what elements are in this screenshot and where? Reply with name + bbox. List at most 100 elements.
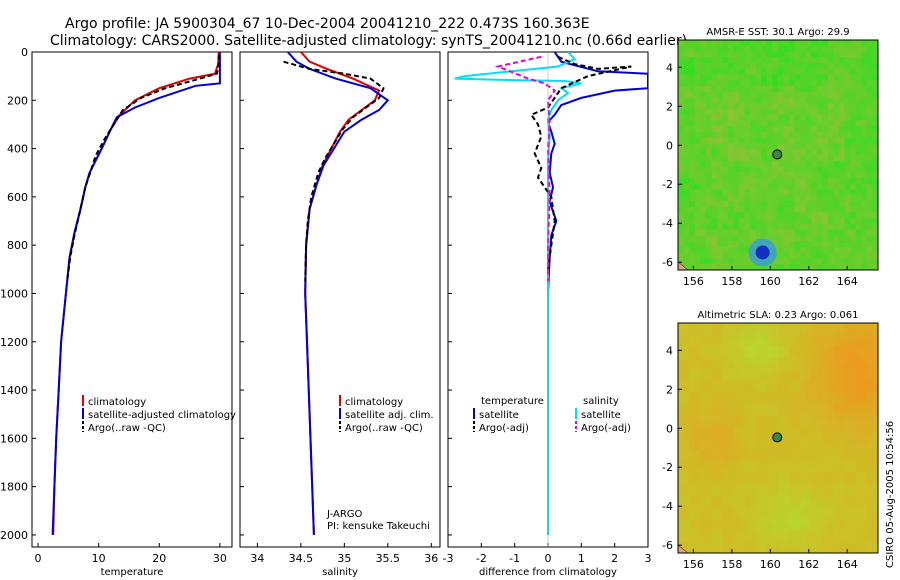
sla-map-cell bbox=[750, 351, 757, 358]
sst-map-cell bbox=[705, 166, 712, 173]
sst-map-cell bbox=[816, 51, 823, 58]
sla-map-cell bbox=[805, 397, 812, 404]
sst-map-cell bbox=[805, 137, 812, 144]
sla-map-cell bbox=[866, 512, 873, 519]
difference-xtick-label: 2 bbox=[611, 552, 618, 565]
sla-map-cell bbox=[778, 547, 784, 554]
sla-map-cell bbox=[755, 512, 762, 519]
sla-map-cell bbox=[733, 495, 740, 502]
sst-map-cell bbox=[850, 51, 857, 58]
sla-map-cell bbox=[839, 397, 846, 404]
sla-map-cell bbox=[783, 346, 790, 353]
sst-map-cell bbox=[855, 206, 862, 213]
sla-map-cell bbox=[816, 351, 823, 358]
sst-map-cell bbox=[755, 80, 762, 87]
sst-map-cell bbox=[850, 86, 857, 93]
sst-map-cell bbox=[828, 114, 834, 121]
sla-map-cell bbox=[861, 484, 868, 491]
salinity-plot-frame bbox=[239, 51, 441, 548]
sla-map-cell bbox=[855, 466, 862, 473]
sst-map-cell bbox=[705, 241, 712, 248]
sst-map-cell bbox=[783, 195, 790, 202]
sst-map-cell bbox=[828, 97, 834, 104]
sst-map-cell bbox=[722, 201, 729, 208]
sst-map-cell bbox=[861, 218, 868, 225]
sla-map-cell bbox=[844, 328, 851, 335]
sst-map-cell bbox=[861, 172, 868, 179]
sst-map-cell bbox=[844, 132, 851, 139]
sst-map-cell bbox=[694, 166, 701, 173]
sst-map-cell bbox=[866, 258, 873, 265]
sla-map-cell bbox=[850, 363, 857, 370]
sla-map-cell bbox=[833, 541, 840, 548]
sst-map-cell bbox=[828, 80, 834, 87]
sla-map-cell bbox=[789, 415, 796, 422]
sla-map-cell bbox=[850, 466, 857, 473]
sla-map-cell bbox=[866, 501, 873, 508]
sst-map-cell bbox=[778, 247, 784, 254]
salinity-xtick-label: 34 bbox=[250, 552, 264, 565]
sst-map-cell bbox=[816, 109, 823, 116]
sst-map-cell bbox=[722, 103, 729, 110]
sst-map-cell bbox=[850, 178, 857, 185]
sla-map-cell bbox=[872, 484, 879, 491]
sst-map-cell bbox=[844, 51, 851, 58]
sla-map-cell bbox=[716, 386, 723, 393]
sla-map-cell bbox=[800, 495, 807, 502]
sla-map-cell bbox=[744, 432, 751, 439]
sst-map-cell bbox=[694, 74, 701, 81]
sla-map-cell bbox=[722, 518, 729, 525]
sla-map-cell bbox=[816, 340, 823, 347]
sla-map-cell bbox=[783, 443, 790, 450]
sst-map-cell bbox=[755, 178, 762, 185]
sst-map-cell bbox=[850, 114, 857, 121]
sst-map-cell bbox=[794, 45, 801, 52]
sst-map-cell bbox=[700, 189, 707, 196]
sla-map-cell bbox=[739, 501, 746, 508]
sla-map-cell bbox=[789, 512, 796, 519]
sst-map-cell bbox=[844, 201, 851, 208]
sst-map-cell bbox=[822, 120, 829, 127]
sla-map-cell bbox=[828, 443, 834, 450]
sla-map-cell bbox=[772, 535, 779, 542]
sla-map-cell bbox=[850, 438, 857, 445]
sla-map-cell bbox=[855, 357, 862, 364]
sst-map-cell bbox=[716, 166, 723, 173]
sst-map-cell bbox=[766, 155, 773, 162]
sst-map-cell bbox=[716, 68, 723, 75]
sla-map-cell bbox=[805, 386, 812, 393]
sla-map-cell bbox=[766, 541, 773, 548]
sla-map-cell bbox=[839, 374, 846, 381]
sla-map-cell bbox=[678, 489, 684, 496]
sst-map-cell bbox=[694, 143, 701, 150]
sst-map-cell bbox=[711, 97, 718, 104]
sla-map-cell bbox=[828, 518, 834, 525]
sla-map-cell bbox=[855, 547, 862, 554]
sst-map-cell bbox=[733, 178, 740, 185]
sst-map-cell bbox=[861, 45, 868, 52]
sst-map-cell bbox=[711, 178, 718, 185]
sla-map-cell bbox=[866, 495, 873, 502]
sla-map-cell bbox=[683, 524, 690, 531]
sla-map-cell bbox=[850, 547, 857, 554]
sst-map-cell bbox=[744, 97, 751, 104]
sla-map-cell bbox=[855, 484, 862, 491]
sst-map-cell bbox=[789, 114, 796, 121]
sla-map-cell bbox=[833, 535, 840, 542]
sst-map-cell bbox=[811, 68, 818, 75]
sst-map-cell bbox=[744, 235, 751, 242]
sla-map-cell bbox=[844, 386, 851, 393]
sst-map-cell bbox=[833, 252, 840, 259]
sst-map-cell bbox=[700, 57, 707, 64]
sst-map-cell bbox=[683, 149, 690, 156]
sla-map-cell bbox=[705, 478, 712, 485]
sst-map-cell bbox=[816, 149, 823, 156]
sst-map-cell bbox=[866, 195, 873, 202]
sst-map-cell bbox=[705, 189, 712, 196]
sla-map-cell bbox=[811, 420, 818, 427]
sst-map-cell bbox=[705, 51, 712, 58]
sla-map-cell bbox=[783, 507, 790, 514]
sst-map-cell bbox=[705, 178, 712, 185]
sst-map-cell bbox=[694, 45, 701, 52]
sla-map-cell bbox=[811, 323, 818, 330]
